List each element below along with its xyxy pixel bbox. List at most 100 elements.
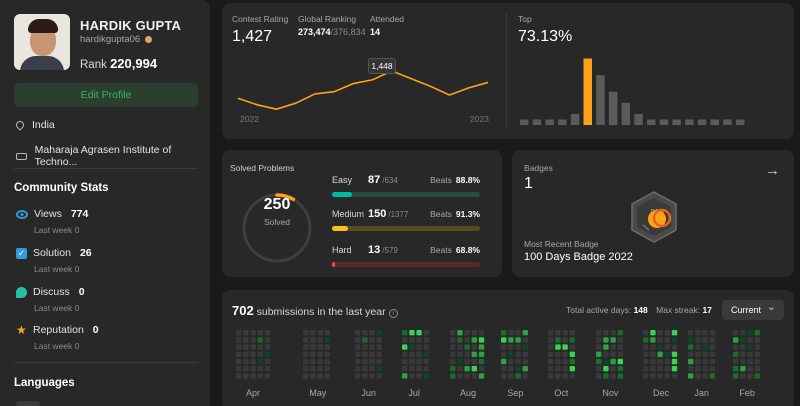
heatmap-cell — [416, 344, 422, 350]
heatmap-cell — [747, 358, 753, 365]
heatmap-cell — [522, 337, 528, 343]
heatmap-cell — [555, 337, 561, 343]
heatmap-cell — [508, 344, 514, 350]
heatmap-cell — [250, 351, 256, 357]
most-recent-badge-name[interactable]: 100 Days Badge 2022 — [524, 251, 633, 263]
heatmap-cell — [409, 373, 415, 379]
heatmap-cell — [362, 337, 368, 343]
heatmap-cell — [562, 351, 568, 357]
arrow-right-icon[interactable]: → — [765, 162, 780, 179]
contest-rating-value: 1,427 — [232, 28, 273, 45]
heatmap-cell — [310, 344, 316, 350]
heatmap-cell — [303, 344, 309, 350]
heatmap-cell — [754, 337, 760, 343]
heatmap-cell — [610, 373, 616, 379]
heatmap-cell — [617, 358, 623, 365]
heatmap-cell — [317, 358, 323, 365]
global-ranking-value: 273,474/376,834 — [298, 27, 366, 37]
heatmap-cell — [250, 344, 256, 350]
heatmap-cell — [740, 373, 746, 379]
heatmap-cell — [555, 330, 561, 336]
100-days-badge-icon[interactable]: DAYS — [629, 190, 679, 244]
heatmap-cell — [569, 358, 575, 365]
heatmap-cell — [569, 344, 575, 350]
heatmap-cell — [596, 366, 602, 372]
heatmap-cell — [695, 330, 701, 336]
heatmap-cell — [501, 330, 507, 336]
heatmap-cell — [450, 344, 456, 350]
month-label: May — [309, 388, 327, 398]
heatmap-cell — [603, 373, 609, 379]
heatmap-cell — [303, 330, 309, 336]
rating-tooltip: 1,448 — [368, 58, 396, 74]
heatmap-cell — [243, 330, 249, 336]
heatmap-cell — [243, 344, 249, 350]
heatmap-cell — [702, 351, 708, 357]
edit-profile-button[interactable]: Edit Profile — [14, 83, 198, 107]
heatmap-cell — [317, 330, 323, 336]
heatmap-cell — [324, 373, 330, 379]
most-recent-badge-label: Most Recent Badge — [524, 239, 599, 249]
heatmap-cell — [695, 344, 701, 350]
heatmap-cell — [664, 351, 670, 357]
top-histogram-bar — [621, 102, 631, 125]
heatmap-cell — [671, 337, 678, 343]
heatmap-cell — [317, 351, 323, 357]
heatmap-cell — [257, 344, 263, 350]
heatmap-cell — [522, 344, 528, 350]
difficulty-medium: Medium 150/1377 Beats 91.3% — [332, 208, 480, 231]
heatmap-cell — [409, 344, 415, 350]
heatmap-cell — [250, 330, 256, 336]
heatmap-cell — [478, 330, 485, 336]
heatmap-cell — [416, 366, 422, 372]
month-label: Dec — [653, 388, 670, 398]
heatmap-cell — [464, 337, 470, 343]
heatmap-cell — [562, 373, 568, 379]
heatmap-cell — [596, 373, 602, 379]
heatmap-cell — [709, 337, 715, 343]
heatmap-cell — [362, 358, 368, 365]
language-tag[interactable] — [16, 401, 40, 406]
heatmap-cell — [650, 366, 656, 372]
heatmap-cell — [569, 373, 575, 379]
heatmap-cell — [709, 366, 715, 372]
heatmap-cell — [376, 330, 382, 336]
heatmap-cell — [596, 358, 602, 365]
heatmap-cell — [243, 351, 249, 357]
heatmap-cell — [650, 344, 656, 350]
heatmap-cell — [310, 330, 316, 336]
heatmap-cell — [457, 337, 463, 343]
heatmap-cell — [555, 366, 561, 372]
heatmap-cell — [402, 330, 408, 336]
heatmap-cell — [562, 344, 568, 350]
stat-discuss: Discuss 0 Last week 0 — [16, 286, 85, 313]
heatmap-cell — [643, 337, 649, 343]
period-select[interactable]: Current — [722, 297, 784, 320]
heatmap-cell — [548, 344, 554, 350]
top-histogram[interactable] — [520, 47, 782, 127]
heatmap-cell — [369, 373, 375, 379]
badges-title: Badges — [524, 163, 553, 173]
heatmap-cell — [747, 337, 753, 343]
heatmap-cell — [650, 351, 656, 357]
heatmap-cell — [423, 351, 429, 357]
school-icon — [16, 152, 27, 160]
heatmap-cell — [409, 366, 415, 372]
heatmap-cell — [317, 344, 323, 350]
heatmap-cell — [671, 344, 678, 350]
rating-line-chart[interactable] — [232, 51, 492, 131]
submission-heatmap[interactable] — [222, 290, 794, 406]
info-icon[interactable]: i — [388, 309, 398, 318]
heatmap-cell — [610, 337, 616, 343]
heatmap-cell — [603, 344, 609, 350]
heatmap-cell — [569, 366, 575, 372]
heatmap-cell — [450, 366, 456, 372]
heatmap-cell — [355, 373, 361, 379]
community-stats-title: Community Stats — [14, 182, 109, 194]
heatmap-cell — [650, 330, 656, 336]
heatmap-cell — [423, 337, 429, 343]
avatar[interactable] — [14, 14, 70, 70]
badges-card: Badges 1 → DAYS Most Recent Badge 100 Da… — [512, 150, 794, 277]
heatmap-cell — [416, 373, 422, 379]
solved-problems-title: Solved Problems — [230, 163, 295, 173]
